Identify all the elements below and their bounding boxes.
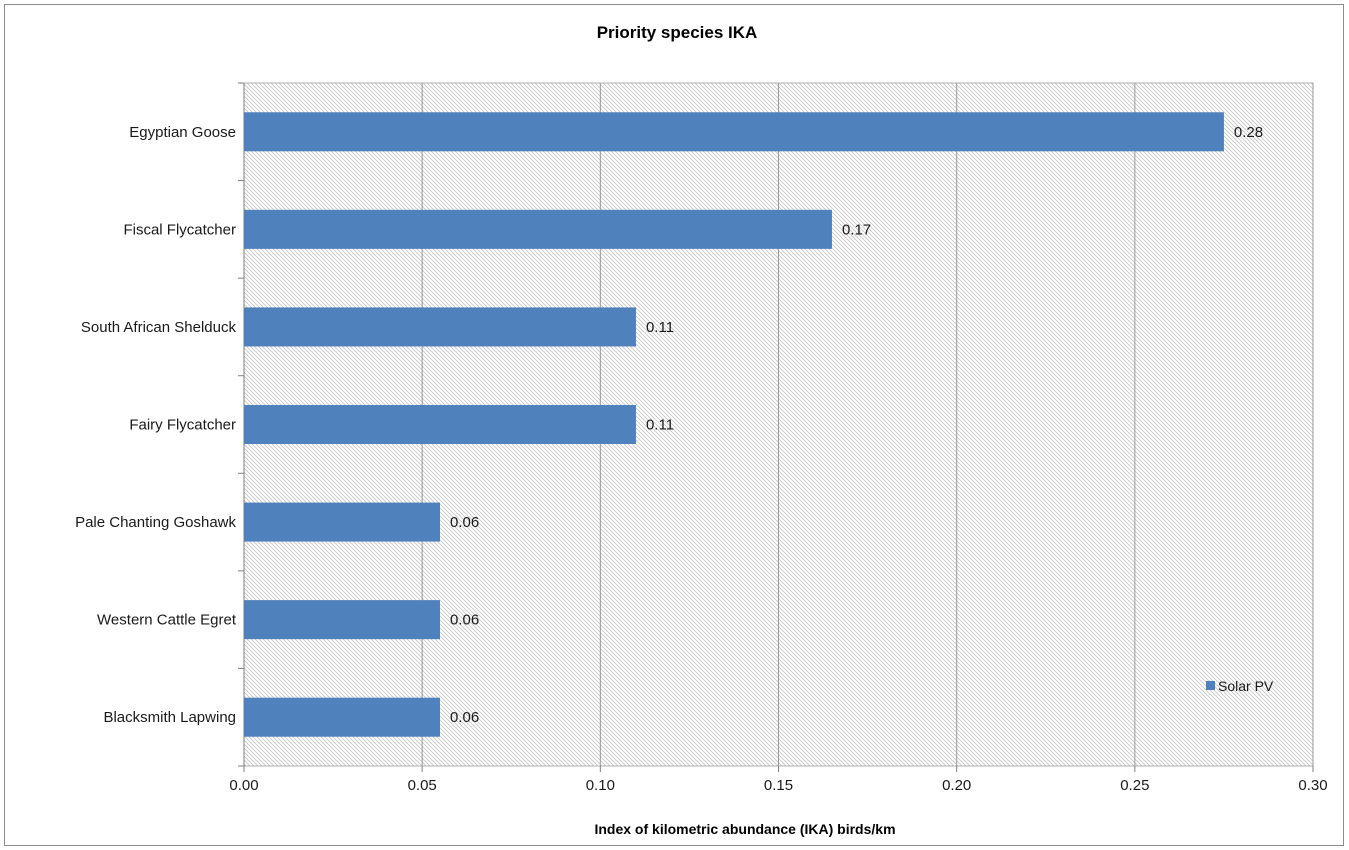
category-label: Blacksmith Lapwing [103, 709, 236, 726]
data-label: 0.06 [450, 612, 479, 629]
category-label: Fiscal Flycatcher [123, 221, 236, 238]
category-label: Pale Chanting Goshawk [75, 514, 236, 531]
x-tick-label: 0.05 [408, 777, 437, 794]
data-label: 0.11 [646, 319, 674, 336]
x-axis-title: Index of kilometric abundance (IKA) bird… [594, 821, 895, 837]
ika-bar-chart: Priority species IKA 0.00 0.05 0.10 0.15 0.2… [75, 23, 1328, 837]
category-label: South African Shelduck [81, 319, 237, 336]
bar [244, 697, 440, 737]
legend-label: Solar PV [1218, 678, 1274, 694]
data-label: 0.28 [1234, 124, 1263, 141]
category-label: Western Cattle Egret [97, 612, 237, 629]
x-tick-label: 0.15 [764, 777, 793, 794]
legend: Solar PV [1206, 678, 1274, 694]
bar [244, 307, 636, 347]
x-tick-label: 0.30 [1298, 777, 1327, 794]
data-label: 0.17 [842, 221, 871, 238]
bar [244, 112, 1224, 152]
bar [244, 404, 636, 445]
x-tick-label: 0.20 [942, 777, 971, 794]
bar [244, 600, 440, 640]
bar [244, 502, 440, 542]
chart-title: Priority species IKA [597, 23, 758, 42]
data-label: 0.06 [450, 709, 479, 726]
chart-frame: Priority species IKA 0.00 0.05 0.10 0.15 0.2… [4, 4, 1344, 846]
x-tick-label: 0.10 [586, 777, 615, 794]
data-label: 0.06 [450, 514, 479, 531]
legend-swatch [1206, 681, 1215, 690]
x-tick-label: 0.25 [1120, 777, 1149, 794]
data-label: 0.11 [646, 417, 674, 434]
category-label: Fairy Flycatcher [129, 417, 236, 434]
category-label: Egyptian Goose [129, 124, 236, 141]
bar [244, 209, 832, 249]
x-tick-label: 0.00 [229, 777, 258, 794]
